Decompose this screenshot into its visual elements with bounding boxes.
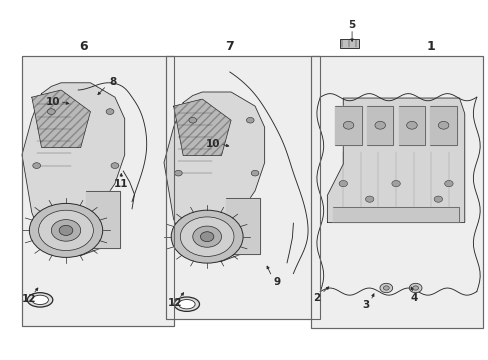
Circle shape: [51, 220, 81, 241]
Circle shape: [29, 203, 102, 257]
Circle shape: [200, 232, 213, 242]
Text: 2: 2: [313, 293, 320, 303]
Bar: [22, 56, 173, 326]
Text: 10: 10: [205, 139, 220, 149]
Ellipse shape: [27, 293, 53, 307]
Bar: [339, 39, 359, 48]
Polygon shape: [226, 198, 259, 254]
Bar: [166, 56, 320, 319]
Circle shape: [379, 283, 392, 293]
Circle shape: [39, 210, 93, 251]
Bar: [311, 56, 482, 328]
Circle shape: [391, 180, 400, 187]
Text: 10: 10: [45, 96, 60, 107]
Circle shape: [111, 163, 119, 168]
Ellipse shape: [32, 295, 48, 305]
Text: 3: 3: [362, 300, 368, 310]
Circle shape: [59, 225, 73, 235]
Circle shape: [433, 196, 442, 202]
Polygon shape: [22, 83, 124, 256]
Polygon shape: [163, 92, 264, 261]
Circle shape: [192, 226, 221, 247]
Polygon shape: [85, 191, 120, 248]
Circle shape: [408, 283, 421, 293]
Polygon shape: [327, 98, 464, 222]
Circle shape: [106, 109, 114, 114]
Text: 4: 4: [410, 293, 418, 303]
Circle shape: [171, 210, 243, 263]
Text: 5: 5: [348, 20, 355, 30]
Circle shape: [412, 286, 418, 290]
Polygon shape: [173, 99, 231, 156]
Text: 7: 7: [225, 40, 234, 53]
Text: 8: 8: [110, 77, 117, 87]
Polygon shape: [335, 106, 361, 145]
Circle shape: [406, 121, 416, 129]
Bar: [22, 56, 173, 326]
Circle shape: [180, 217, 233, 256]
Circle shape: [188, 117, 196, 123]
Polygon shape: [398, 106, 424, 145]
Circle shape: [365, 196, 373, 202]
Circle shape: [343, 121, 353, 129]
Text: 12: 12: [167, 298, 182, 308]
Text: 11: 11: [114, 179, 128, 189]
Circle shape: [383, 286, 388, 290]
Circle shape: [437, 121, 448, 129]
Circle shape: [374, 121, 385, 129]
Text: 1: 1: [426, 40, 435, 53]
Polygon shape: [32, 90, 90, 148]
Polygon shape: [332, 207, 459, 222]
Text: 9: 9: [273, 276, 280, 287]
Polygon shape: [366, 106, 393, 145]
Ellipse shape: [174, 297, 199, 311]
Polygon shape: [429, 106, 456, 145]
Circle shape: [338, 180, 347, 187]
Ellipse shape: [178, 300, 195, 309]
Text: 6: 6: [79, 40, 87, 53]
Bar: [166, 56, 320, 319]
Circle shape: [47, 109, 55, 114]
Circle shape: [33, 163, 41, 168]
Circle shape: [246, 117, 254, 123]
Circle shape: [444, 180, 452, 187]
Circle shape: [174, 170, 182, 176]
Bar: [311, 56, 482, 328]
Text: 12: 12: [22, 294, 37, 304]
Circle shape: [251, 170, 258, 176]
